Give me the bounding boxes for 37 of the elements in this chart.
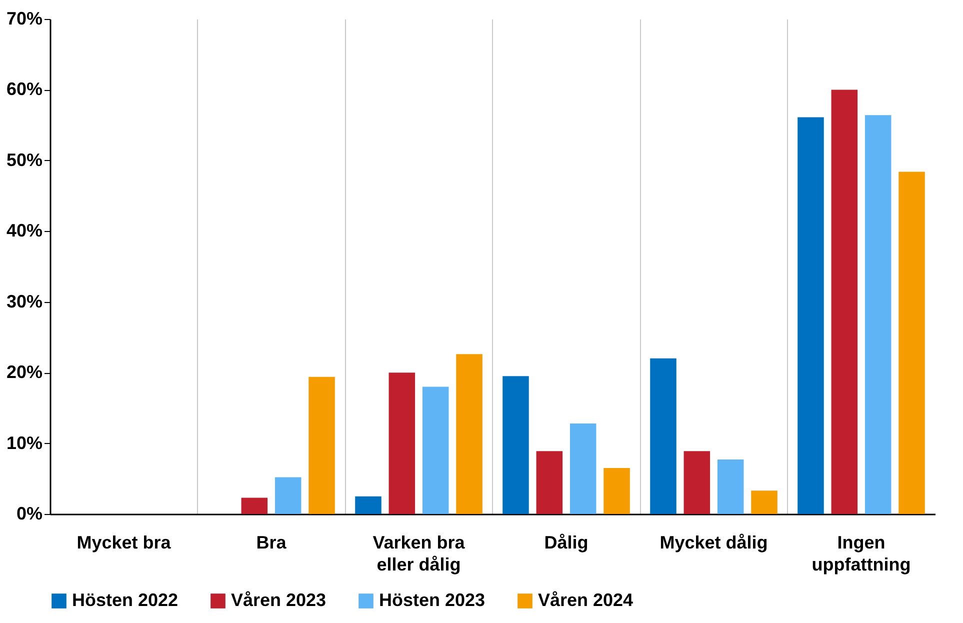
bar xyxy=(717,460,744,514)
bar xyxy=(422,386,449,514)
bar xyxy=(241,498,268,514)
x-tick-label: Varken bra eller dålig xyxy=(372,532,466,574)
bar xyxy=(308,376,335,514)
bar xyxy=(536,451,563,514)
y-tick-label: 20% xyxy=(6,362,42,382)
bar xyxy=(798,117,824,514)
x-tick-label: Mycket dålig xyxy=(660,532,768,552)
x-tick-label: Ingen uppfattning xyxy=(812,532,911,574)
bar xyxy=(831,90,858,514)
y-tick-label: 70% xyxy=(6,8,42,28)
y-tick-label: 60% xyxy=(6,79,42,100)
bar xyxy=(274,477,302,514)
legend-label: Hösten 2022 xyxy=(72,590,178,610)
bar xyxy=(751,490,778,514)
y-tick-label: 30% xyxy=(6,291,42,312)
legend-label: Våren 2023 xyxy=(231,590,326,610)
bar xyxy=(355,496,382,514)
bar xyxy=(684,451,710,514)
y-tick-label: 10% xyxy=(6,432,42,453)
legend-label: Hösten 2023 xyxy=(379,590,486,610)
bar xyxy=(898,172,925,514)
y-tick-label: 0% xyxy=(16,504,42,524)
x-tick-label: Dålig xyxy=(544,532,588,552)
legend-label: Våren 2024 xyxy=(538,590,634,610)
x-tick-label: Mycket bra xyxy=(76,532,172,552)
bar xyxy=(604,468,630,514)
bar xyxy=(650,358,676,514)
bar xyxy=(502,376,529,514)
y-tick-label: 40% xyxy=(6,220,42,241)
bar xyxy=(570,423,596,514)
bar xyxy=(388,372,416,514)
bar xyxy=(864,115,892,514)
bar xyxy=(456,354,482,514)
x-tick-label: Bra xyxy=(256,532,288,552)
y-tick-label: 50% xyxy=(6,150,42,170)
